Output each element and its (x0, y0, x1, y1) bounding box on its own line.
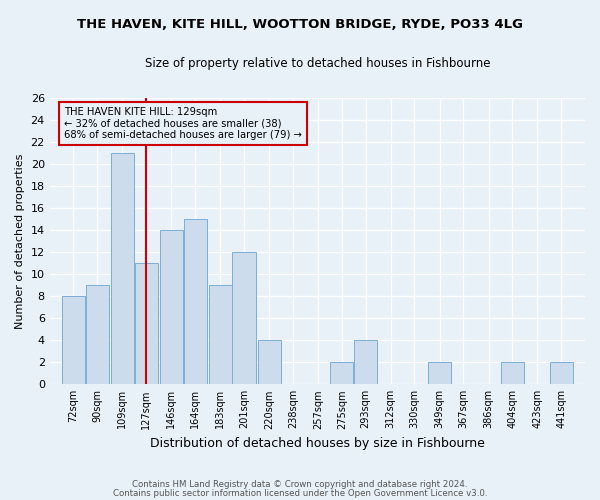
Text: Contains public sector information licensed under the Open Government Licence v3: Contains public sector information licen… (113, 488, 487, 498)
Y-axis label: Number of detached properties: Number of detached properties (15, 154, 25, 329)
X-axis label: Distribution of detached houses by size in Fishbourne: Distribution of detached houses by size … (150, 437, 485, 450)
Bar (330, 362, 353, 384)
Title: Size of property relative to detached houses in Fishbourne: Size of property relative to detached ho… (145, 58, 490, 70)
Bar (160, 230, 183, 384)
Bar (62, 296, 85, 384)
Text: THE HAVEN, KITE HILL, WOOTTON BRIDGE, RYDE, PO33 4LG: THE HAVEN, KITE HILL, WOOTTON BRIDGE, RY… (77, 18, 523, 30)
Bar (86, 285, 109, 384)
Bar (501, 362, 524, 384)
Bar (232, 252, 256, 384)
Bar (354, 340, 377, 384)
Text: THE HAVEN KITE HILL: 129sqm
← 32% of detached houses are smaller (38)
68% of sem: THE HAVEN KITE HILL: 129sqm ← 32% of det… (64, 107, 302, 140)
Bar (550, 362, 573, 384)
Bar (134, 263, 158, 384)
Bar (184, 219, 206, 384)
Bar (257, 340, 281, 384)
Text: Contains HM Land Registry data © Crown copyright and database right 2024.: Contains HM Land Registry data © Crown c… (132, 480, 468, 489)
Bar (209, 285, 232, 384)
Bar (428, 362, 451, 384)
Bar (111, 153, 134, 384)
